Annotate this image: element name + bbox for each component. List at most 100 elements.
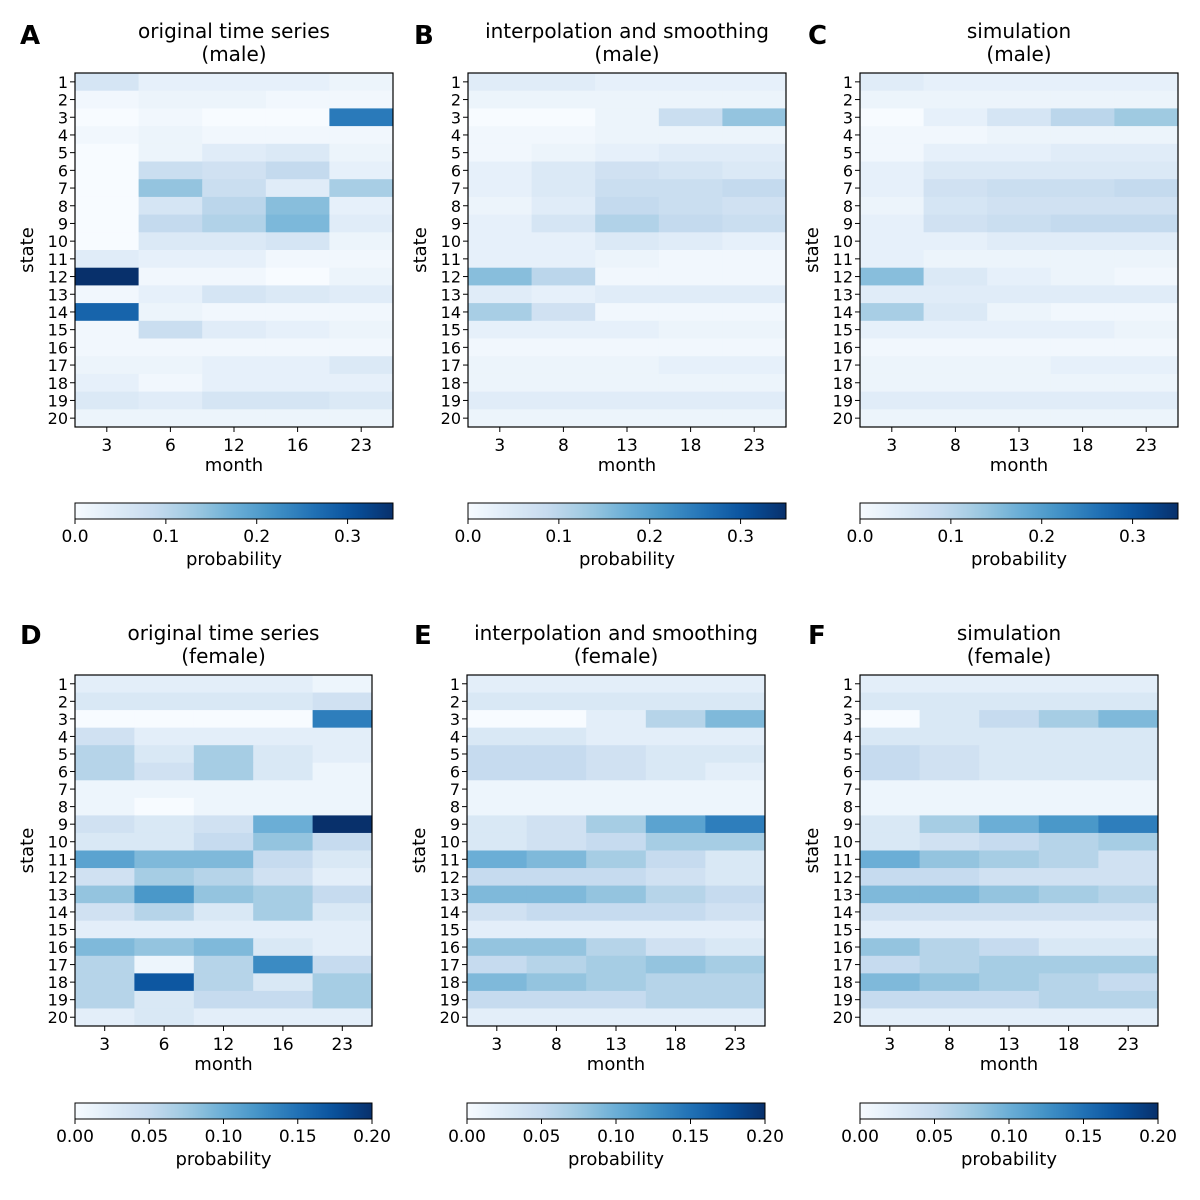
heatmap-cell — [75, 1008, 135, 1027]
heatmap-cell — [645, 938, 706, 957]
y-tick-label: 16 — [48, 938, 68, 957]
colorbar-gradient — [74, 502, 394, 520]
y-tick-label: 7 — [843, 179, 853, 198]
heatmap-cell — [595, 303, 660, 322]
y-tick-label: 13 — [833, 885, 853, 904]
heatmap-cell — [468, 373, 533, 393]
heatmap-cell — [253, 920, 314, 939]
heatmap-cell — [202, 90, 267, 109]
heatmap-cell — [312, 1008, 373, 1027]
heatmap-cell — [138, 320, 203, 339]
heatmap-cell — [1050, 232, 1115, 251]
heatmap-cell — [586, 990, 647, 1009]
heatmap-cell — [1050, 90, 1115, 109]
heatmap-cell — [531, 320, 596, 339]
colorbar: 0.00 0.05 0.10 0.15 0.20 probability — [841, 1102, 1177, 1170]
heatmap-cell — [468, 320, 533, 339]
colorbar: 0.0 0.1 0.2 0.3 probability — [454, 502, 787, 570]
y-tick-label: 20 — [833, 409, 853, 428]
heatmap-cell — [526, 920, 587, 939]
heatmap-cell — [919, 868, 980, 887]
heatmap-cell — [526, 815, 587, 834]
heatmap-cell — [468, 161, 533, 180]
y-tick-label: 3 — [843, 710, 853, 729]
heatmap-cell — [526, 675, 587, 694]
heatmap-cell — [75, 73, 140, 92]
x-tick-label: 3 — [884, 1035, 895, 1055]
heatmap-cell — [860, 955, 921, 974]
heatmap-cell — [312, 797, 373, 816]
colorbar-tick-label: 0.2 — [243, 527, 270, 547]
heatmap-cell — [202, 285, 267, 304]
heatmap-cell — [75, 903, 135, 922]
heatmap-cell — [253, 780, 314, 799]
heatmap-cell — [722, 90, 787, 109]
heatmap-cell — [134, 1008, 195, 1027]
heatmap-cell — [586, 885, 647, 904]
x-tick-label: 23 — [331, 1035, 353, 1055]
heatmap-cell — [1038, 990, 1099, 1009]
heatmap-cell — [134, 797, 195, 816]
heatmap-cell — [1114, 143, 1179, 162]
y-tick-label: 6 — [451, 161, 461, 180]
heatmap-cell — [658, 196, 723, 216]
heatmap-cell — [468, 285, 533, 304]
y-tick-label: 20 — [441, 409, 461, 428]
heatmap-cell — [1050, 356, 1115, 375]
heatmap-cell — [595, 338, 660, 357]
heatmap-cell — [467, 868, 528, 887]
heatmap-cell — [468, 267, 533, 286]
y-tick-label: 19 — [833, 391, 853, 410]
heatmap-cell — [586, 780, 647, 799]
y-tick-label: 12 — [48, 868, 68, 887]
heatmap-cell — [1050, 161, 1115, 180]
heatmap-cell — [645, 675, 706, 694]
heatmap-cell — [134, 710, 195, 729]
heatmap-cell — [645, 885, 706, 904]
heatmap-cell — [919, 955, 980, 974]
heatmap-cell — [138, 161, 203, 180]
heatmap-cell — [265, 232, 330, 251]
heatmap-cell — [312, 903, 373, 922]
x-tick-label: 3 — [491, 1035, 502, 1055]
heatmap-cell — [202, 73, 267, 92]
heatmap-cell — [595, 373, 660, 393]
y-tick-label: 14 — [48, 903, 68, 922]
y-tick-label: 6 — [843, 763, 853, 782]
heatmap-cell — [860, 692, 921, 711]
heatmap-cell — [531, 373, 596, 393]
heatmap-cell — [919, 1008, 980, 1027]
y-tick-label: 9 — [58, 214, 68, 233]
heatmap-cell — [923, 232, 988, 251]
y-axis-label: state — [802, 227, 823, 273]
heatmap-cell — [987, 161, 1052, 180]
heatmap-cell — [722, 214, 787, 233]
heatmap-cell — [75, 955, 135, 974]
heatmap-cell — [722, 126, 787, 145]
heatmap-cell — [860, 903, 921, 922]
colorbar-gradient — [467, 502, 787, 520]
heatmap-cell — [138, 373, 203, 393]
heatmap-cell — [1098, 832, 1159, 851]
heatmap-cell — [526, 710, 587, 729]
heatmap-cell — [202, 356, 267, 375]
panel-label: E — [414, 621, 432, 651]
heatmap-cell — [919, 727, 980, 746]
y-tick-label: 10 — [833, 833, 853, 852]
heatmap-cell — [526, 990, 587, 1009]
heatmap-cell — [586, 868, 647, 887]
heatmap-cell — [526, 973, 587, 992]
heatmap-cell — [1050, 409, 1115, 428]
heatmap-cell — [1098, 815, 1159, 834]
heatmap-cell — [531, 267, 596, 286]
heatmap-cell — [586, 832, 647, 851]
y-tick-label: 1 — [843, 675, 853, 694]
x-tick-label: 18 — [680, 436, 702, 456]
heatmap-cell — [531, 90, 596, 109]
heatmap-cell — [979, 692, 1040, 711]
y-tick-label: 11 — [833, 250, 853, 269]
y-tick-label: 16 — [833, 938, 853, 957]
heatmap-cell — [138, 285, 203, 304]
heatmap-cell — [645, 973, 706, 992]
